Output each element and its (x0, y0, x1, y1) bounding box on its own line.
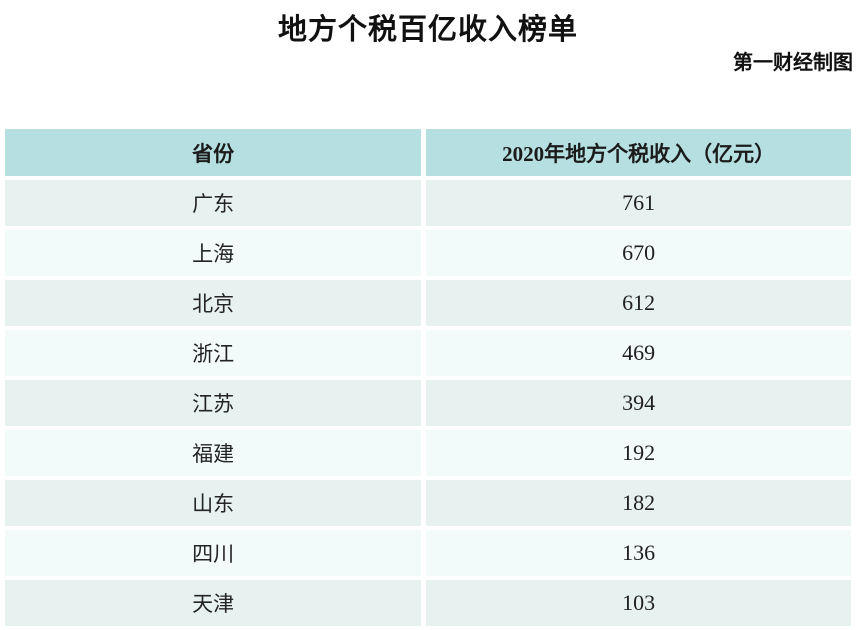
province-cell: 山东 (5, 480, 422, 526)
value-cell: 192 (426, 430, 851, 476)
province-cell: 上海 (5, 230, 422, 276)
value-cell: 670 (426, 230, 851, 276)
table-row: 浙江 469 (5, 330, 851, 376)
table-row: 上海 670 (5, 230, 851, 276)
column-header-province: 省份 (5, 129, 422, 176)
province-cell: 福建 (5, 430, 422, 476)
ranking-table: 省份 2020年地方个税收入（亿元） 广东 761 上海 670 北京 612 … (0, 125, 856, 630)
table-header-row: 省份 2020年地方个税收入（亿元） (5, 129, 851, 176)
table-row: 北京 612 (5, 280, 851, 326)
value-cell: 612 (426, 280, 851, 326)
province-cell: 江苏 (5, 380, 422, 426)
table-row: 福建 192 (5, 430, 851, 476)
province-cell: 浙江 (5, 330, 422, 376)
value-cell: 761 (426, 180, 851, 226)
table-row: 广东 761 (5, 180, 851, 226)
table-row: 四川 136 (5, 530, 851, 576)
table-row: 山东 182 (5, 480, 851, 526)
value-cell: 469 (426, 330, 851, 376)
page-title: 地方个税百亿收入榜单 (277, 14, 578, 46)
source-credit: 第一财经制图 (733, 52, 853, 74)
table-row: 天津 103 (5, 580, 851, 626)
value-cell: 394 (426, 380, 851, 426)
province-cell: 四川 (5, 530, 422, 576)
province-cell: 北京 (5, 280, 422, 326)
province-cell: 广东 (5, 180, 422, 226)
value-cell: 103 (426, 580, 851, 626)
province-cell: 天津 (5, 580, 422, 626)
table-row: 江苏 394 (5, 380, 851, 426)
value-cell: 182 (426, 480, 851, 526)
value-cell: 136 (426, 530, 851, 576)
column-header-revenue: 2020年地方个税收入（亿元） (426, 129, 851, 176)
